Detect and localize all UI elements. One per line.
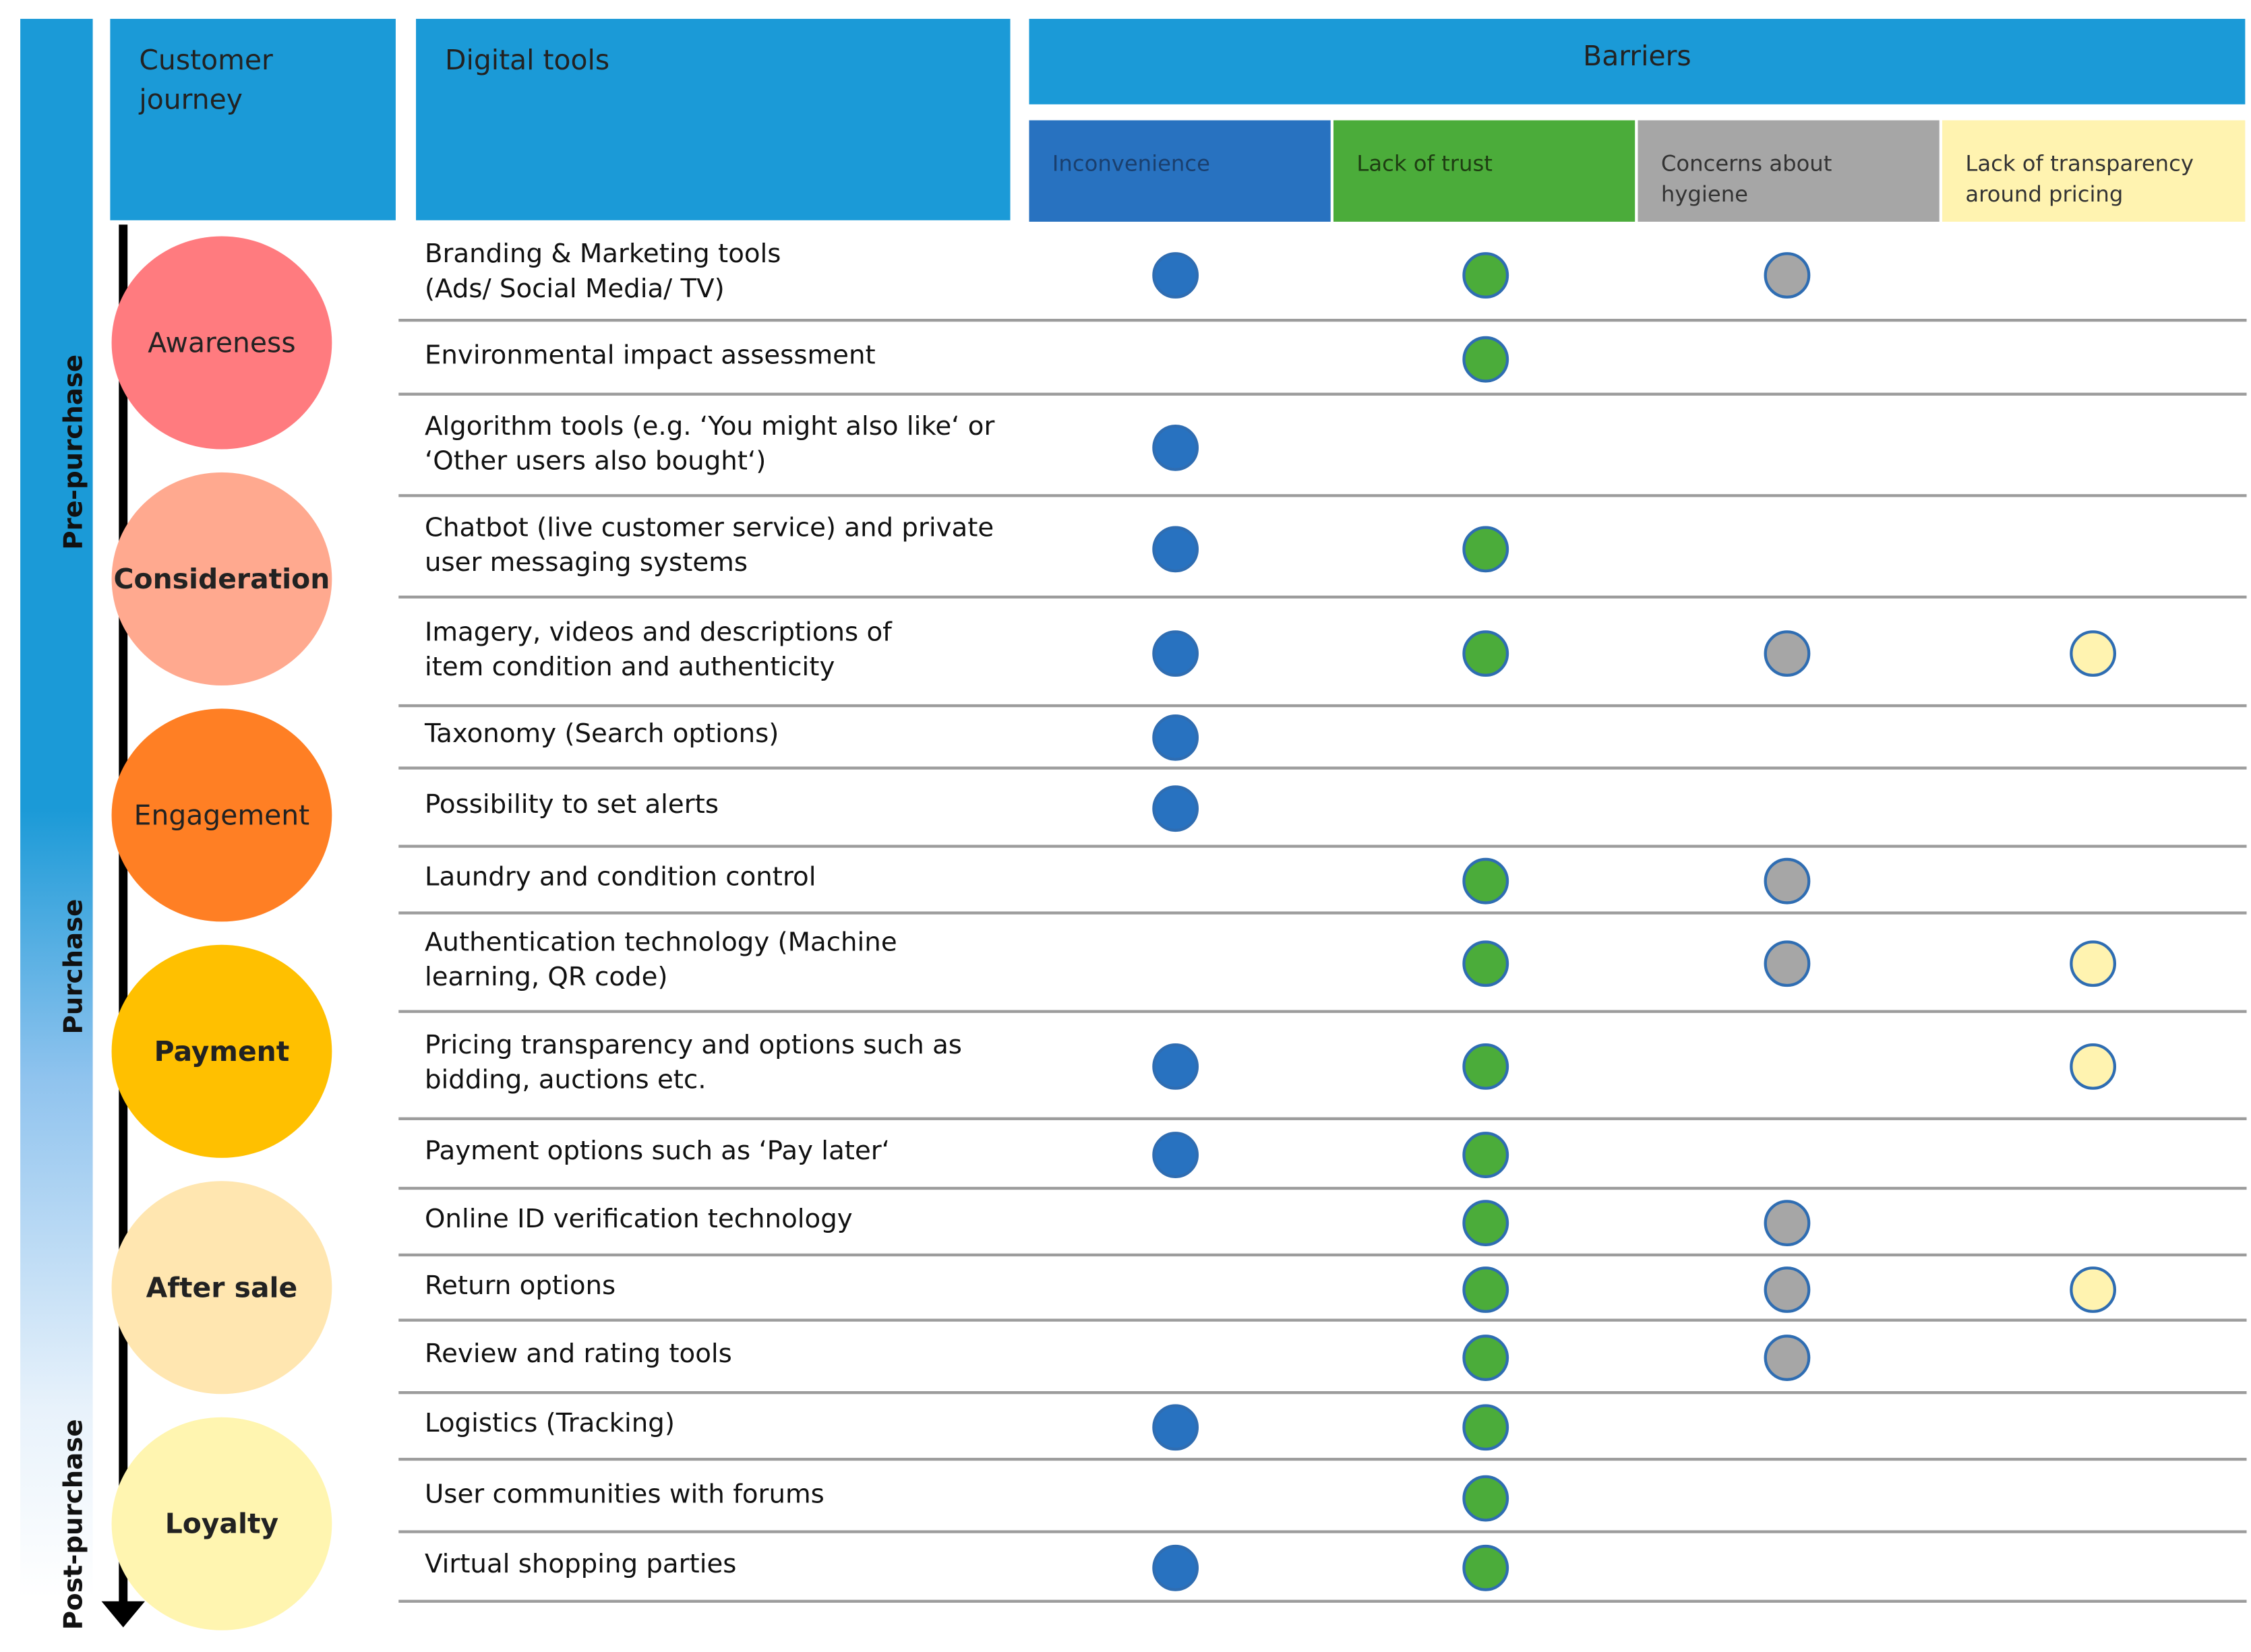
- tool-label: Branding & Marketing tools (Ads/ Social …: [424, 239, 781, 305]
- row-divider: [398, 1530, 2247, 1533]
- tool-label: Pricing transparency and options such as…: [424, 1030, 962, 1096]
- row-divider: [398, 1253, 2247, 1257]
- tool-label: Chatbot (live customer service) and priv…: [424, 512, 994, 578]
- tool-label: Imagery, videos and descriptions of item…: [424, 617, 892, 683]
- barrier-marker-trust: [1462, 335, 1509, 382]
- barrier-marker-pricing: [2070, 630, 2117, 677]
- row-divider: [398, 595, 2247, 599]
- stage-engagement: Engagement: [111, 708, 332, 922]
- tool-label: Algorithm tools (e.g. ‘You might also li…: [424, 410, 995, 477]
- row-divider: [398, 1010, 2247, 1013]
- barrier-marker-trust: [1462, 252, 1509, 299]
- barrier-marker-hygiene: [1764, 940, 1811, 987]
- digital-tools-header-label: Digital tools: [445, 44, 610, 77]
- barrier-marker-trust: [1462, 1043, 1509, 1090]
- tool-label: Return options: [424, 1270, 616, 1301]
- barrier-lack-of-trust: Lack of trust: [1333, 120, 1635, 222]
- barrier-marker-trust: [1462, 1132, 1509, 1178]
- barrier-marker-inconvenience: [1152, 785, 1199, 832]
- row-divider: [398, 319, 2247, 322]
- barrier-marker-trust: [1462, 1474, 1509, 1521]
- barrier-marker-pricing: [2070, 1043, 2117, 1090]
- barrier-marker-trust: [1462, 1544, 1509, 1591]
- barrier-marker-hygiene: [1764, 630, 1811, 677]
- tool-label: Authentication technology (Machine learn…: [424, 927, 897, 993]
- stage-consideration: Consideration: [111, 472, 332, 685]
- barrier-marker-trust: [1462, 940, 1509, 987]
- barrier-marker-trust: [1462, 1266, 1509, 1312]
- phase-purchase: Purchase: [59, 898, 90, 1035]
- row-divider: [398, 766, 2247, 770]
- barrier-marker-pricing: [2070, 1266, 2117, 1312]
- barrier-hygiene: Concerns about hygiene: [1638, 120, 1940, 222]
- barrier-marker-hygiene: [1764, 857, 1811, 905]
- phase-bar: [20, 18, 93, 1599]
- barrier-marker-trust: [1462, 525, 1509, 572]
- barrier-inconvenience: Inconvenience: [1029, 120, 1331, 222]
- journey-arrow-line: [119, 224, 128, 1609]
- row-divider: [398, 845, 2247, 848]
- barrier-marker-trust: [1462, 857, 1509, 905]
- tool-label: User communities with forums: [424, 1479, 824, 1510]
- row-divider: [398, 392, 2247, 396]
- barrier-marker-hygiene: [1764, 1266, 1811, 1312]
- barrier-marker-inconvenience: [1152, 630, 1199, 677]
- barrier-marker-trust: [1462, 1404, 1509, 1451]
- barrier-marker-inconvenience: [1152, 1132, 1199, 1178]
- stage-after-sale: After sale: [111, 1181, 332, 1395]
- row-divider: [398, 1117, 2247, 1120]
- barrier-marker-hygiene: [1764, 1335, 1811, 1381]
- tool-label: Online ID verification technology: [424, 1204, 853, 1235]
- barrier-marker-pricing: [2070, 940, 2117, 987]
- row-divider: [398, 1186, 2247, 1190]
- tool-label: Logistics (Tracking): [424, 1408, 675, 1439]
- barrier-marker-trust: [1462, 1335, 1509, 1381]
- tool-label: Taxonomy (Search options): [424, 718, 779, 749]
- barriers-header-label: Barriers: [1583, 40, 1691, 73]
- barrier-pricing-transparency: Lack of transparency around pricing: [1942, 120, 2246, 222]
- barrier-marker-inconvenience: [1152, 423, 1199, 470]
- stage-payment: Payment: [111, 944, 332, 1158]
- tool-label: Virtual shopping parties: [424, 1549, 737, 1580]
- barrier-marker-inconvenience: [1152, 525, 1199, 572]
- customer-journey-header: Customer journey: [110, 18, 396, 220]
- barriers-header: Barriers: [1029, 18, 2246, 104]
- digital-tools-header: Digital tools: [416, 18, 1011, 220]
- tool-label: Possibility to set alerts: [424, 789, 719, 820]
- row-divider: [398, 911, 2247, 915]
- row-divider: [398, 1318, 2247, 1322]
- barrier-marker-inconvenience: [1152, 1404, 1199, 1451]
- barrier-marker-trust: [1462, 630, 1509, 677]
- phase-post-purchase: Post-purchase: [59, 1419, 90, 1630]
- customer-journey-header-label: Customer journey: [139, 44, 273, 116]
- tool-label: Payment options such as ‘Pay later‘: [424, 1136, 890, 1167]
- stage-loyalty: Loyalty: [111, 1417, 332, 1630]
- tool-label: Review and rating tools: [424, 1339, 732, 1370]
- barrier-marker-inconvenience: [1152, 1544, 1199, 1591]
- row-divider: [398, 1391, 2247, 1395]
- stage-awareness: Awareness: [111, 236, 332, 450]
- tool-label: Laundry and condition control: [424, 862, 816, 893]
- phase-pre-purchase: Pre-purchase: [59, 354, 90, 550]
- row-divider: [398, 704, 2247, 708]
- row-divider: [398, 1599, 2247, 1603]
- barrier-marker-hygiene: [1764, 252, 1811, 299]
- barrier-marker-inconvenience: [1152, 1043, 1199, 1090]
- barrier-marker-trust: [1462, 1200, 1509, 1247]
- row-divider: [398, 1457, 2247, 1461]
- row-divider: [398, 494, 2247, 497]
- journey-arrow-head: [101, 1601, 146, 1628]
- barrier-marker-hygiene: [1764, 1200, 1811, 1247]
- barrier-marker-inconvenience: [1152, 714, 1199, 761]
- tool-label: Environmental impact assessment: [424, 340, 876, 371]
- barrier-marker-inconvenience: [1152, 252, 1199, 299]
